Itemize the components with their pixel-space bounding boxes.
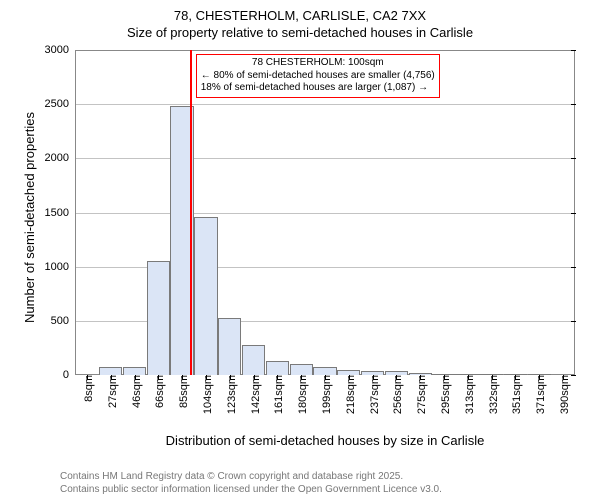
xtick-label: 66sqm: [154, 375, 166, 408]
xtick-label: 332sqm: [488, 375, 500, 414]
ytick-mark: [571, 158, 576, 159]
xtick-label: 27sqm: [107, 375, 119, 408]
y-axis-label: Number of semi-detached properties: [22, 112, 37, 323]
xtick-label: 275sqm: [416, 375, 428, 414]
xtick-label: 46sqm: [131, 375, 143, 408]
chart-plot-area: 0500100015002000250030008sqm27sqm46sqm66…: [75, 50, 575, 375]
xtick-label: 199sqm: [321, 375, 333, 414]
ytick-mark: [571, 267, 576, 268]
ytick-mark: [571, 104, 576, 105]
xtick-label: 142sqm: [250, 375, 262, 414]
ytick-mark: [571, 321, 576, 322]
callout-line: 78 CHESTERHOLM: 100sqm: [201, 57, 435, 70]
xtick-label: 218sqm: [345, 375, 357, 414]
histogram-bar: [99, 367, 122, 375]
ytick-label: 1500: [45, 207, 75, 219]
xtick-label: 256sqm: [392, 375, 404, 414]
histogram-bar: [290, 364, 313, 375]
ytick-label: 2000: [45, 152, 75, 164]
ytick-mark: [571, 375, 576, 376]
ytick-label: 0: [63, 369, 75, 381]
callout-line: ← 80% of semi-detached houses are smalle…: [201, 70, 435, 83]
xtick-label: 295sqm: [440, 375, 452, 414]
xtick-label: 237sqm: [369, 375, 381, 414]
footer-line-1: Contains HM Land Registry data © Crown c…: [60, 471, 442, 484]
gridline: [75, 158, 575, 159]
xtick-label: 180sqm: [297, 375, 309, 414]
title-line-1: 78, CHESTERHOLM, CARLISLE, CA2 7XX: [0, 0, 600, 23]
xtick-label: 104sqm: [202, 375, 214, 414]
xtick-label: 161sqm: [273, 375, 285, 414]
ytick-label: 500: [51, 315, 75, 327]
x-axis-label: Distribution of semi-detached houses by …: [75, 433, 575, 448]
title-line-2: Size of property relative to semi-detach…: [0, 23, 600, 40]
histogram-bar: [194, 217, 217, 375]
gridline: [75, 104, 575, 105]
ytick-label: 3000: [45, 44, 75, 56]
callout-box: 78 CHESTERHOLM: 100sqm← 80% of semi-deta…: [196, 54, 440, 98]
figure: 78, CHESTERHOLM, CARLISLE, CA2 7XX Size …: [0, 0, 600, 500]
ytick-label: 2500: [45, 98, 75, 110]
histogram-bar: [313, 367, 336, 375]
xtick-label: 123sqm: [226, 375, 238, 414]
histogram-bar: [147, 261, 170, 375]
xtick-label: 351sqm: [511, 375, 523, 414]
xtick-label: 8sqm: [83, 375, 95, 402]
histogram-bar: [123, 367, 146, 375]
attribution-footer: Contains HM Land Registry data © Crown c…: [60, 471, 442, 496]
xtick-label: 85sqm: [178, 375, 190, 408]
ytick-mark: [571, 50, 576, 51]
ytick-mark: [571, 213, 576, 214]
histogram-bar: [218, 318, 241, 375]
ytick-label: 1000: [45, 261, 75, 273]
footer-line-2: Contains public sector information licen…: [60, 484, 442, 497]
histogram-bar: [242, 345, 265, 375]
gridline: [75, 213, 575, 214]
marker-line: [190, 50, 192, 375]
xtick-label: 371sqm: [535, 375, 547, 414]
xtick-label: 313sqm: [464, 375, 476, 414]
xtick-label: 390sqm: [559, 375, 571, 414]
callout-line: 18% of semi-detached houses are larger (…: [201, 82, 435, 95]
histogram-bar: [266, 361, 289, 375]
